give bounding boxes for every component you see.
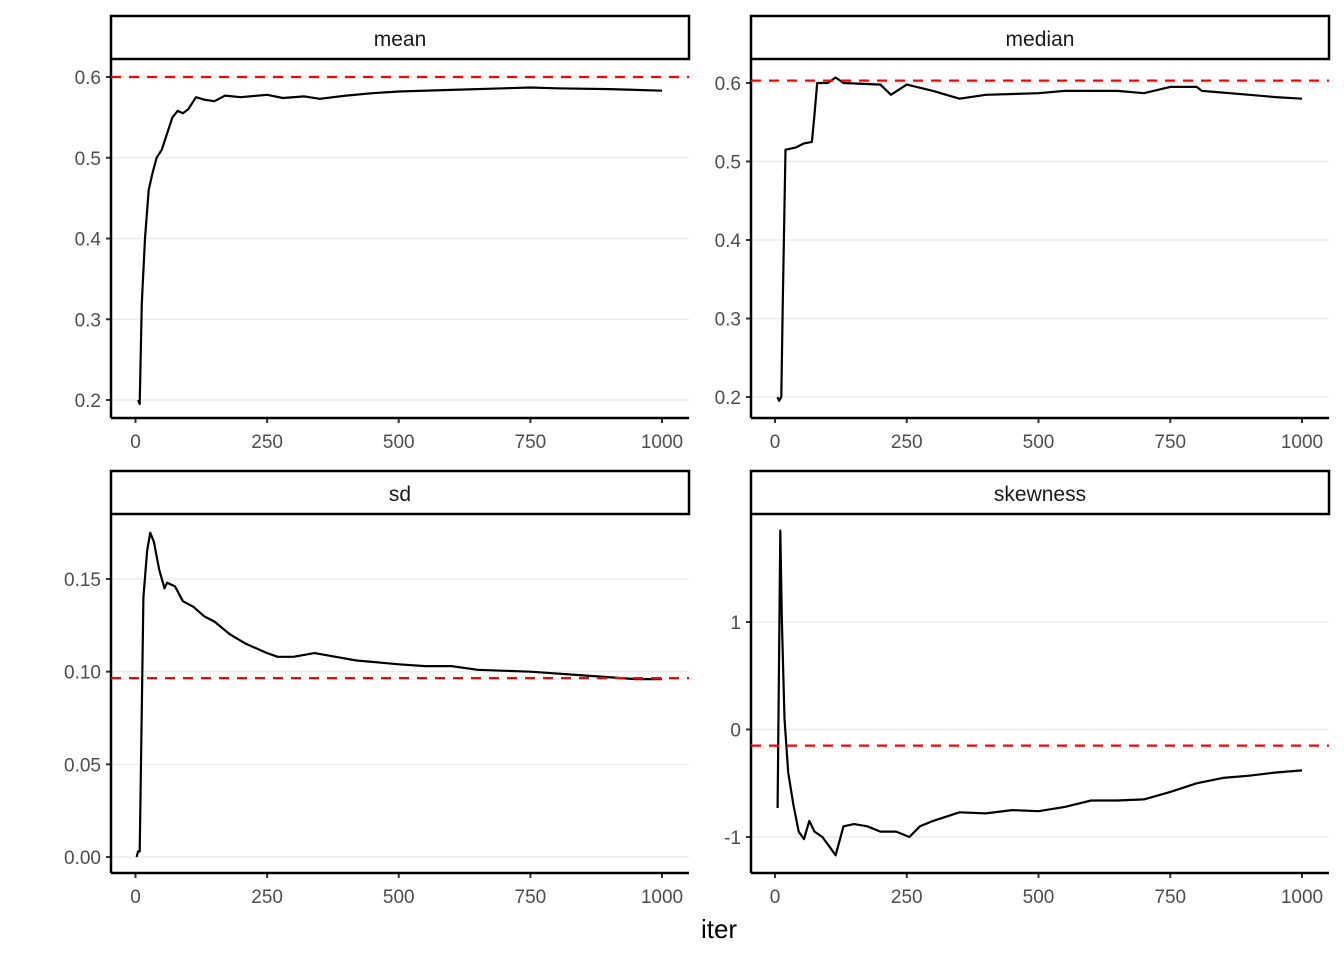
y-tick-label: 0.15 <box>64 570 101 591</box>
x-tick-label: 750 <box>515 432 547 453</box>
facet-strip-label: skewness <box>994 483 1086 506</box>
y-tick-label: 0.00 <box>64 848 101 869</box>
y-tick-label: 0.2 <box>75 391 101 412</box>
series-line-sd <box>135 531 662 858</box>
facet-strip <box>109 469 691 516</box>
facet-strip-label: median <box>1006 28 1075 51</box>
x-tick-label: 250 <box>251 887 283 908</box>
x-tick-label: 0 <box>770 887 781 908</box>
y-tick-label: 0.5 <box>715 153 741 174</box>
x-axis-label: iter <box>701 914 737 944</box>
y-tick-label: 0.2 <box>715 388 741 409</box>
x-tick-label: 500 <box>1023 887 1055 908</box>
y-tick-label: 0.5 <box>75 149 101 170</box>
y-tick-label: 0.05 <box>64 755 101 776</box>
x-tick-label: 250 <box>251 432 283 453</box>
facet-panel-median: median 0.2 0.3 0.4 0.5 0.6 0 250 500 750 1000 <box>715 14 1331 453</box>
x-tick-label: 0 <box>770 432 781 453</box>
x-tick-label: 750 <box>1154 887 1186 908</box>
series-line-mean <box>137 86 663 406</box>
y-tick-label: -1 <box>724 828 741 849</box>
y-tick-label: 0.4 <box>75 230 102 251</box>
x-tick-label: 750 <box>515 887 547 908</box>
facet-strip <box>749 469 1331 516</box>
facet-panel-sd: sd 0.00 0.05 0.10 0.15 0 250 500 750 1000 <box>64 469 691 908</box>
y-tick-label: 0.4 <box>715 231 742 252</box>
facet-strip <box>109 14 691 61</box>
y-tick-label: 0.10 <box>64 663 101 684</box>
x-tick-label: 250 <box>891 432 923 453</box>
x-tick-label: 0 <box>130 432 141 453</box>
x-tick-label: 1000 <box>641 432 683 453</box>
facet-strip-label: mean <box>374 28 427 51</box>
y-tick-label: 0.6 <box>75 68 101 89</box>
x-tick-label: 750 <box>1154 432 1186 453</box>
series-line-median <box>776 76 1303 402</box>
x-tick-label: 250 <box>891 887 923 908</box>
y-tick-label: 0 <box>730 721 741 742</box>
x-tick-label: 1000 <box>1281 432 1323 453</box>
x-tick-label: 1000 <box>1281 887 1323 908</box>
x-tick-label: 0 <box>130 887 141 908</box>
x-tick-label: 500 <box>383 432 415 453</box>
y-tick-label: 0.3 <box>715 310 741 331</box>
y-tick-label: 0.3 <box>75 310 101 331</box>
facet-panel-skewness: skewness -1 0 1 0 250 500 750 1000 <box>724 469 1331 908</box>
facet-strip-label: sd <box>389 483 411 506</box>
y-tick-label: 0.6 <box>715 74 741 95</box>
series-line-skewness <box>776 529 1303 857</box>
x-tick-label: 500 <box>383 887 415 908</box>
y-tick-label: 1 <box>730 613 741 634</box>
facet-panel-mean: mean 0.2 0.3 0.4 0.5 0.6 0 250 500 750 1000 <box>75 14 691 453</box>
x-tick-label: 500 <box>1023 432 1055 453</box>
facet-strip <box>749 14 1331 61</box>
x-tick-label: 1000 <box>641 887 683 908</box>
